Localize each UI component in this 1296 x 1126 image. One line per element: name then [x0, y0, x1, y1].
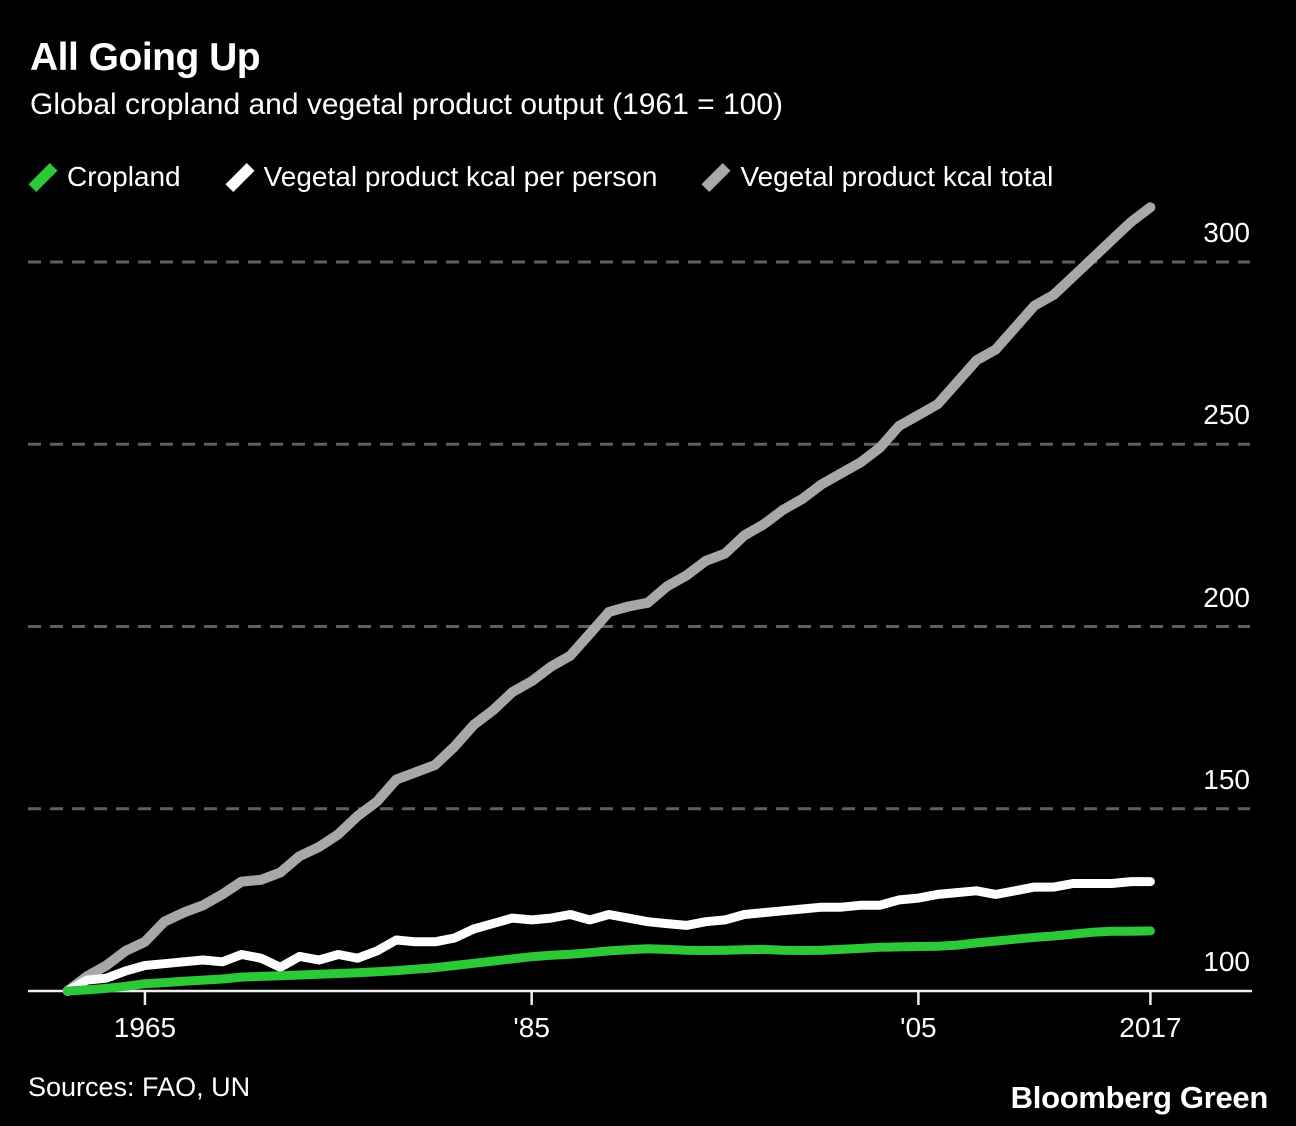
- series-line-cropland: [63, 926, 1155, 996]
- sources-note: Sources: FAO, UN: [28, 1072, 251, 1102]
- series-line-vegetal-product-kcal-per-person: [63, 877, 1155, 996]
- chart-legend: Cropland Vegetal product kcal per person…: [28, 161, 1054, 192]
- page-title: All Going Up: [30, 36, 261, 79]
- legend-item-kcal-per-person: Vegetal product kcal per person: [225, 161, 658, 192]
- legend-item-kcal-total: Vegetal product kcal total: [701, 161, 1054, 192]
- legend-label-cropland: Cropland: [67, 161, 181, 192]
- legend-item-cropland: Cropland: [28, 161, 181, 192]
- legend-label-kcal-per-person: Vegetal product kcal per person: [263, 161, 658, 192]
- chart-subtitle: Global cropland and vegetal product outp…: [30, 88, 784, 121]
- brand-logo: Bloomberg Green: [1010, 1080, 1269, 1115]
- legend-label-kcal-total: Vegetal product kcal total: [740, 161, 1054, 192]
- series-line-vegetal-product-kcal-total: [62, 202, 1156, 996]
